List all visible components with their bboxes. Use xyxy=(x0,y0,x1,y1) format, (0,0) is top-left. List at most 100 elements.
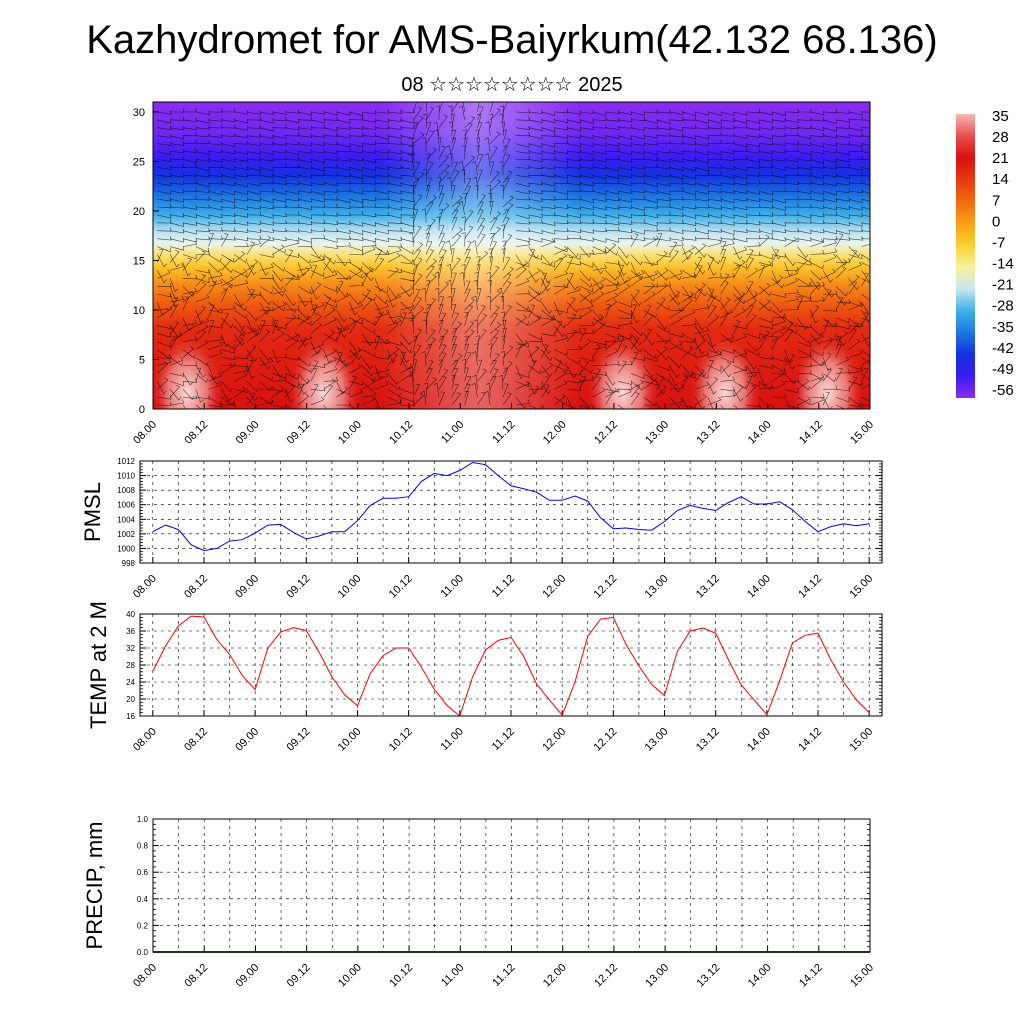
wind-barb xyxy=(746,267,759,279)
wind-barb xyxy=(499,160,504,176)
wind-barb xyxy=(541,143,556,148)
wind-barb xyxy=(746,158,761,164)
wind-barb xyxy=(157,349,170,359)
x-tick-label: 15.00 xyxy=(847,573,875,601)
wind-barb xyxy=(758,190,773,196)
wind-barb xyxy=(758,157,774,162)
x-tick-label: 15.00 xyxy=(848,962,876,990)
wind-barb xyxy=(515,333,527,346)
wind-barb xyxy=(797,214,812,219)
wind-barb xyxy=(656,173,671,178)
wind-barb xyxy=(464,321,475,334)
wind-barb xyxy=(733,237,748,243)
wind-barb xyxy=(387,293,402,303)
wind-barb xyxy=(861,230,870,232)
wind-barb xyxy=(682,270,696,279)
wind-barb xyxy=(336,157,351,162)
wind-barb xyxy=(554,317,567,329)
colorbar-label: -42 xyxy=(992,340,1014,357)
wind-barb xyxy=(425,232,431,247)
hotspot xyxy=(688,329,761,409)
wind-barb xyxy=(643,222,658,227)
wind-barb xyxy=(694,246,707,258)
wind-barb xyxy=(310,141,326,146)
wind-barb xyxy=(234,119,249,124)
wind-barb xyxy=(463,102,465,112)
wind-barb xyxy=(823,229,838,235)
wind-barb xyxy=(823,133,838,139)
wind-barb xyxy=(605,373,616,386)
wind-barb xyxy=(349,341,361,354)
wind-barb xyxy=(195,317,210,327)
wind-barb xyxy=(362,180,377,185)
wind-barb xyxy=(298,214,312,220)
wind-barb xyxy=(451,227,463,239)
wind-barb xyxy=(707,197,723,202)
wind-barb xyxy=(500,121,506,136)
wind-barb xyxy=(733,246,748,255)
wind-barb xyxy=(438,171,449,184)
wind-barb xyxy=(486,295,491,311)
wind-barb xyxy=(208,324,223,329)
wind-barb xyxy=(592,376,602,390)
wind-barb xyxy=(502,327,507,342)
wind-barb xyxy=(234,165,249,171)
wind-barb xyxy=(694,182,709,187)
wind-barb xyxy=(861,278,870,284)
wind-barb xyxy=(349,148,364,154)
wind-barb xyxy=(707,296,716,311)
wind-barb xyxy=(771,270,781,284)
wind-barb xyxy=(541,384,550,398)
wind-barb xyxy=(669,357,682,369)
wind-barb xyxy=(487,279,492,295)
wind-barb xyxy=(669,180,684,185)
wind-barb xyxy=(682,236,697,241)
wind-barb xyxy=(170,135,184,140)
wind-barb xyxy=(489,170,500,184)
wind-barb xyxy=(208,372,222,382)
wind-barb xyxy=(554,219,569,224)
wind-barb xyxy=(349,281,364,287)
wind-barb xyxy=(298,334,313,342)
wind-barb xyxy=(592,134,607,140)
wind-barb xyxy=(490,108,501,121)
wind-barb xyxy=(656,219,671,224)
wind-barb xyxy=(221,149,236,155)
wind-barb xyxy=(528,157,543,163)
wind-barb xyxy=(592,246,606,253)
wind-barb xyxy=(246,389,258,402)
wind-barb xyxy=(592,322,605,334)
wind-barb xyxy=(285,156,300,161)
wind-barb xyxy=(835,236,851,241)
wind-barb xyxy=(861,262,870,268)
wind-barb xyxy=(246,359,254,374)
y-axis-label: PRECIP, mm xyxy=(82,822,107,950)
x-tick-label: 14.12 xyxy=(797,419,825,447)
wind-barb xyxy=(157,125,172,131)
wind-barb xyxy=(310,133,326,138)
wind-barb xyxy=(477,114,482,128)
wind-barb xyxy=(669,306,684,311)
wind-barb xyxy=(423,311,428,326)
wind-barb xyxy=(425,153,431,168)
wind-barb xyxy=(515,109,531,114)
wind-barb xyxy=(362,391,377,398)
wind-barb xyxy=(733,389,744,402)
wind-barb xyxy=(554,195,569,200)
wind-barb xyxy=(433,121,440,136)
wind-barb xyxy=(157,381,167,395)
wind-barb xyxy=(349,166,364,172)
y-tick-label: 32 xyxy=(126,644,135,653)
wind-barb xyxy=(515,260,529,271)
wind-barb xyxy=(221,212,236,217)
wind-barb xyxy=(528,285,542,296)
wind-barb xyxy=(422,168,428,184)
wind-barb xyxy=(669,308,683,319)
x-tick-label: 12.12 xyxy=(592,962,620,990)
wind-barb xyxy=(758,125,774,131)
wind-barb xyxy=(438,225,445,239)
wind-barb xyxy=(528,345,540,358)
wind-barb xyxy=(643,365,655,378)
wind-barb xyxy=(323,285,338,292)
wind-barb xyxy=(502,177,510,192)
